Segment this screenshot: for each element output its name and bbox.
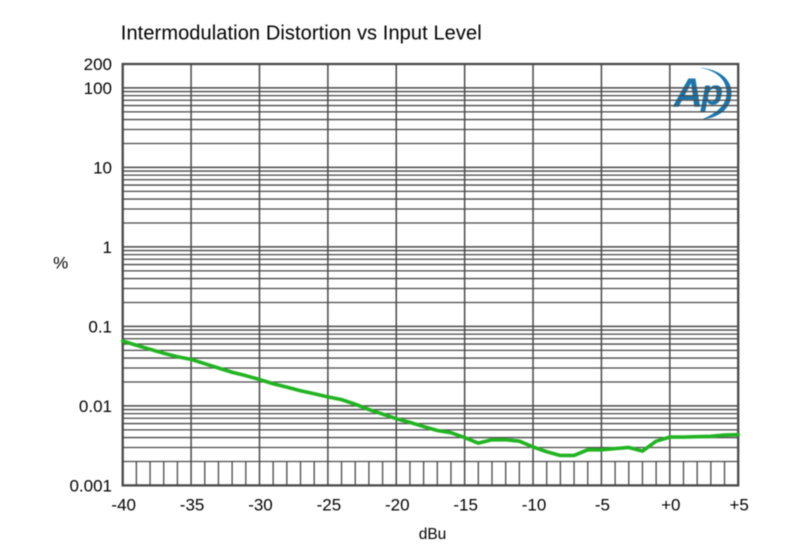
svg-text:%: % [53, 254, 68, 273]
svg-text:-30: -30 [248, 496, 273, 515]
svg-text:-25: -25 [317, 496, 342, 515]
svg-text:-10: -10 [522, 496, 547, 515]
svg-text:1: 1 [103, 238, 112, 257]
svg-text:0.1: 0.1 [88, 317, 112, 336]
svg-text:+5: +5 [730, 496, 749, 515]
svg-text:100: 100 [84, 79, 112, 98]
svg-text:+0: +0 [661, 496, 680, 515]
svg-text:-40: -40 [111, 496, 136, 515]
svg-text:0.001: 0.001 [69, 476, 112, 495]
svg-text:10: 10 [93, 158, 112, 177]
svg-text:200: 200 [84, 55, 112, 74]
svg-text:-35: -35 [180, 496, 205, 515]
svg-text:-15: -15 [453, 496, 478, 515]
svg-text:Intermodulation Distortion vs: Intermodulation Distortion vs Input Leve… [121, 23, 482, 45]
svg-text:A: A [673, 70, 704, 116]
svg-text:dBu: dBu [419, 526, 447, 543]
svg-text:-20: -20 [385, 496, 410, 515]
svg-text:-5: -5 [595, 496, 610, 515]
svg-text:0.01: 0.01 [79, 397, 112, 416]
